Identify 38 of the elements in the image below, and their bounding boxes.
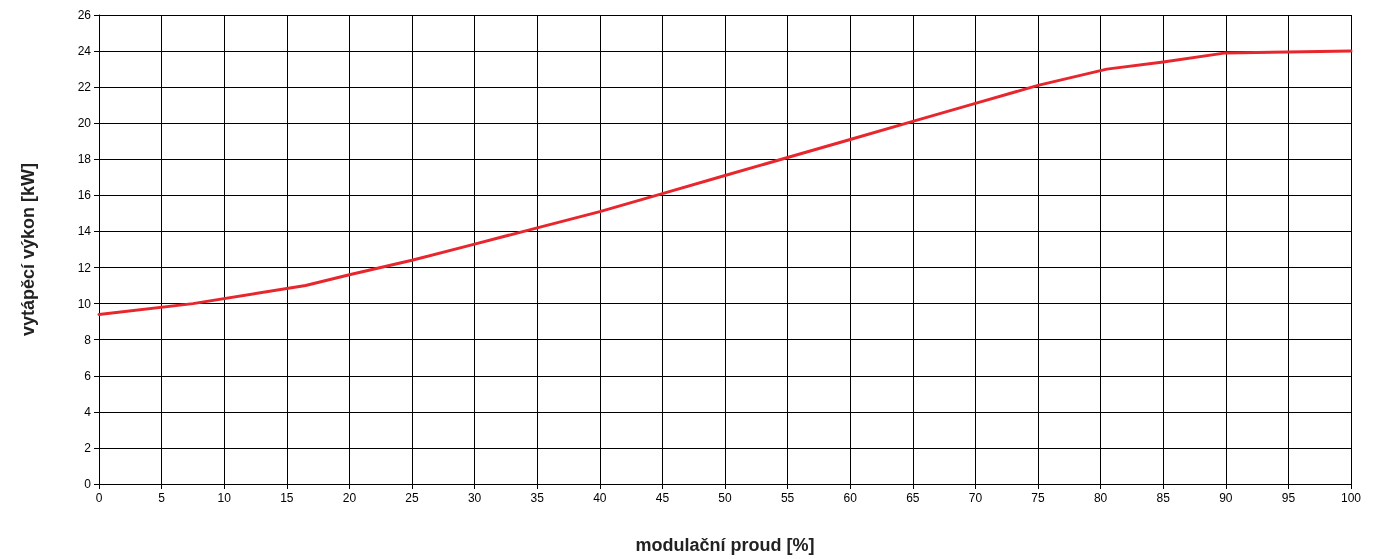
y-tick-label: 20 xyxy=(77,116,92,131)
x-axis-title: modulační proud [%] xyxy=(635,535,815,555)
x-tick-label: 20 xyxy=(342,491,357,505)
y-tick-label: 6 xyxy=(84,368,92,383)
y-tick-label: 4 xyxy=(84,404,92,419)
x-tick-label: 35 xyxy=(530,491,545,505)
line-series xyxy=(97,49,1353,316)
x-tick-label: 40 xyxy=(593,491,607,505)
y-tick-label: 0 xyxy=(84,477,92,491)
y-tick-label: 8 xyxy=(84,332,92,347)
x-tick-label: 30 xyxy=(467,491,482,505)
x-tick-label: 85 xyxy=(1156,491,1171,505)
y-tick-label: 2 xyxy=(84,440,92,455)
y-tick-label: 26 xyxy=(77,8,92,22)
y-tick-label: 22 xyxy=(77,80,92,95)
x-tick-label: 15 xyxy=(280,491,294,505)
x-tick-label: 70 xyxy=(968,491,983,505)
x-tick-label: 95 xyxy=(1281,491,1296,505)
y-tick-label: 14 xyxy=(77,224,92,239)
x-tick-label: 75 xyxy=(1031,491,1045,505)
x-tick-label: 45 xyxy=(655,491,670,505)
x-tick-label: 55 xyxy=(780,491,795,505)
x-tick-label: 0 xyxy=(95,491,103,505)
x-tick-label: 90 xyxy=(1219,491,1233,505)
x-tick-label: 100 xyxy=(1340,491,1362,505)
x-tick-label: 50 xyxy=(718,491,732,505)
x-tick-label: 25 xyxy=(405,491,419,505)
x-tick-label: 65 xyxy=(906,491,920,505)
x-tick-label: 5 xyxy=(158,491,166,505)
y-tick-label: 16 xyxy=(77,188,92,203)
x-tick-label: 60 xyxy=(843,491,858,505)
y-tick-label: 12 xyxy=(77,260,92,275)
y-axis-title: vytápěcí výkon [kW] xyxy=(18,162,38,337)
x-tick-label: 10 xyxy=(217,491,232,505)
x-tick-label: 80 xyxy=(1093,491,1108,505)
y-tick-label: 10 xyxy=(77,296,92,311)
y-tick-label: 18 xyxy=(77,152,92,167)
y-tick-label: 24 xyxy=(77,44,92,59)
